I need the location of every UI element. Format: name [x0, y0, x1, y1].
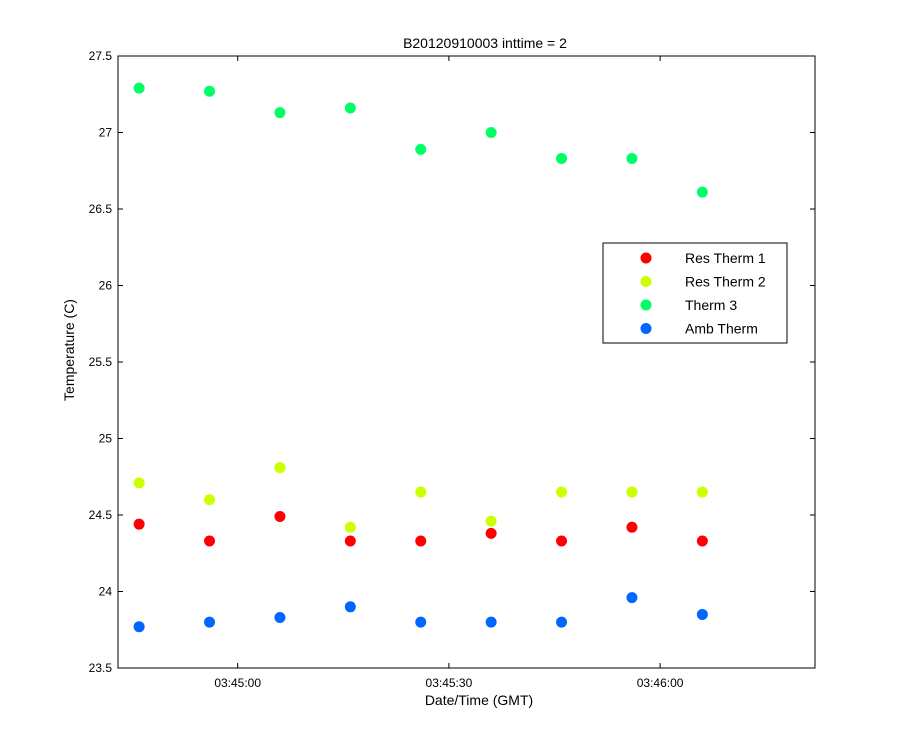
data-point — [626, 592, 638, 604]
legend-label: Therm 3 — [685, 297, 737, 313]
legend-marker — [640, 299, 652, 311]
data-point — [133, 477, 145, 489]
y-tick-label: 26 — [99, 279, 113, 293]
y-tick-label: 26.5 — [89, 202, 113, 216]
y-tick-label: 24.5 — [89, 508, 113, 522]
data-point — [344, 601, 356, 613]
legend-marker — [640, 276, 652, 287]
data-point — [556, 153, 568, 165]
data-point — [204, 85, 216, 97]
y-axis-title: Temperature (C) — [61, 299, 77, 401]
y-tick-label: 27 — [99, 126, 113, 140]
x-tick-label: 03:45:00 — [214, 676, 261, 690]
data-point — [274, 511, 286, 523]
data-point — [204, 494, 216, 506]
x-axis-title: Date/Time (GMT) — [425, 692, 533, 708]
data-point — [556, 616, 568, 628]
data-point — [274, 612, 286, 624]
series-therm-3 — [133, 82, 708, 198]
y-tick-label: 24 — [99, 585, 113, 599]
series-res-therm-2 — [133, 462, 708, 533]
series-amb-therm — [133, 592, 708, 633]
data-point — [415, 616, 427, 628]
data-point — [626, 153, 638, 165]
data-point — [485, 616, 497, 628]
chart-title: B20120910003 inttime = 2 — [403, 35, 567, 51]
data-point — [204, 535, 216, 547]
data-point — [344, 102, 356, 114]
data-point — [274, 107, 286, 119]
legend-marker — [640, 252, 652, 264]
x-tick-label: 03:46:00 — [637, 676, 684, 690]
data-point — [344, 535, 356, 547]
data-point — [485, 515, 497, 527]
data-point — [344, 521, 356, 533]
legend-label: Res Therm 1 — [685, 250, 766, 266]
y-tick-label: 27.5 — [89, 49, 113, 63]
data-point — [626, 521, 638, 533]
data-point — [274, 462, 286, 474]
data-point — [485, 127, 497, 138]
data-point — [696, 535, 708, 547]
plot-frame — [117, 55, 816, 669]
data-point — [696, 608, 708, 620]
data-point — [696, 486, 708, 498]
data-point — [415, 535, 427, 547]
series-res-therm-1 — [133, 511, 708, 547]
data-point — [556, 486, 568, 498]
legend-marker — [640, 323, 652, 334]
y-tick-label: 25 — [99, 432, 113, 446]
y-tick-label: 23.5 — [89, 661, 113, 675]
data-point — [696, 186, 708, 198]
legend-label: Res Therm 2 — [685, 274, 766, 290]
data-point — [133, 621, 145, 633]
data-point — [133, 82, 145, 94]
data-point — [415, 486, 427, 498]
data-point — [415, 143, 427, 155]
data-point — [204, 616, 216, 628]
data-point — [626, 486, 638, 498]
data-point — [485, 527, 497, 539]
y-tick-label: 25.5 — [89, 355, 113, 369]
data-point — [556, 535, 568, 547]
data-point — [133, 518, 145, 530]
x-tick-label: 03:45:30 — [426, 676, 473, 690]
legend-label: Amb Therm — [685, 321, 758, 337]
legend-box — [602, 242, 788, 344]
legend: Res Therm 1 Res Therm 2 Therm 3 Amb Therm — [602, 242, 788, 344]
